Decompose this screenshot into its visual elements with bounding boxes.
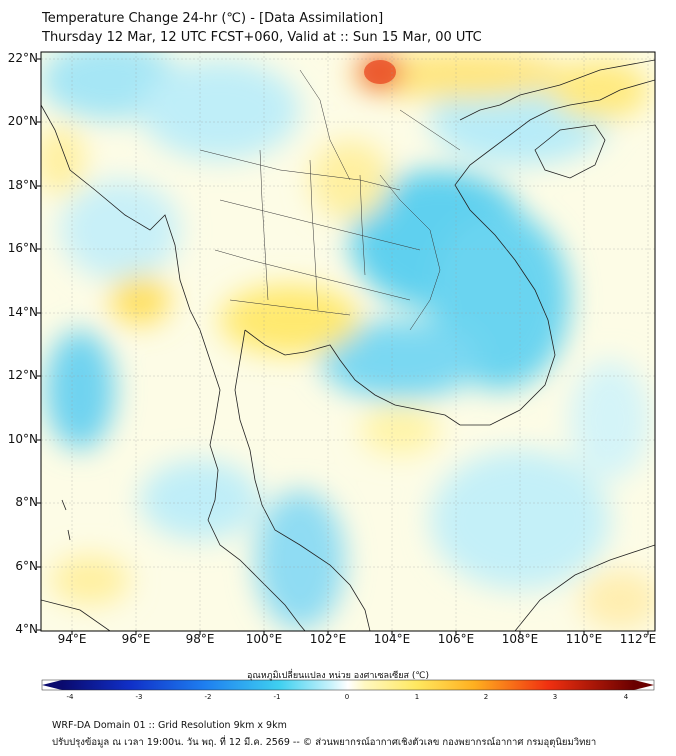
colorbar-tick: 0 <box>344 693 350 701</box>
map-title: Temperature Change 24-hr (℃) - [Data Ass… <box>42 11 384 26</box>
lat-label: 18°N <box>7 178 38 192</box>
temperature-field <box>41 52 655 631</box>
lon-label: 106°E <box>437 632 475 646</box>
colorbar-max-arrow <box>634 680 654 690</box>
colorbar <box>41 679 655 691</box>
axis-ticks <box>37 58 649 635</box>
coastlines <box>41 59 655 631</box>
lon-label: 104°E <box>373 632 411 646</box>
lat-label: 10°N <box>7 432 38 446</box>
lat-label: 8°N <box>15 495 38 509</box>
lon-label: 96°E <box>121 632 151 646</box>
lat-label: 22°N <box>7 51 38 65</box>
footer-update-info: ปรับปรุงข้อมูล ณ เวลา 19:00น. วัน พฤ. ที… <box>52 737 597 748</box>
lon-label: 94°E <box>57 632 87 646</box>
gridlines <box>41 52 655 631</box>
lat-label: 4°N <box>15 622 38 636</box>
lat-label: 6°N <box>15 559 38 573</box>
lon-label: 110°E <box>565 632 603 646</box>
colorbar-tick: -4 <box>66 693 74 701</box>
colorbar-tick: -1 <box>273 693 281 701</box>
colorbar-tick: 3 <box>552 693 558 701</box>
colorbar-tick: -2 <box>204 693 212 701</box>
lat-label: 14°N <box>7 305 38 319</box>
colorbar-tick: 1 <box>414 693 420 701</box>
lon-label: 112°E <box>619 632 657 646</box>
lat-label: 12°N <box>7 368 38 382</box>
lat-label: 20°N <box>7 114 38 128</box>
footer-model-info: WRF-DA Domain 01 :: Grid Resolution 9km … <box>52 720 287 731</box>
colorbar-min-arrow <box>42 680 62 690</box>
colorbar-gradient <box>62 680 634 690</box>
colorbar-title: อุณหภูมิเปลี่ยนแปลง หน่วย องศาเซลเซียส (… <box>246 671 430 681</box>
map-frame <box>40 51 656 632</box>
provincial-borders <box>199 69 461 331</box>
lon-label: 108°E <box>501 632 539 646</box>
map-subtitle: Thursday 12 Mar, 12 UTC FCST+060, Valid … <box>42 30 482 45</box>
lon-label: 98°E <box>185 632 215 646</box>
lat-label: 16°N <box>7 241 38 255</box>
colorbar-tick: 4 <box>623 693 629 701</box>
colorbar-tick: -3 <box>135 693 143 701</box>
lon-label: 100°E <box>245 632 283 646</box>
lon-label: 102°E <box>309 632 347 646</box>
colorbar-tick: 2 <box>483 693 489 701</box>
